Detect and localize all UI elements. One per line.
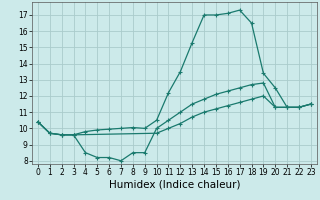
X-axis label: Humidex (Indice chaleur): Humidex (Indice chaleur) [109,180,240,190]
